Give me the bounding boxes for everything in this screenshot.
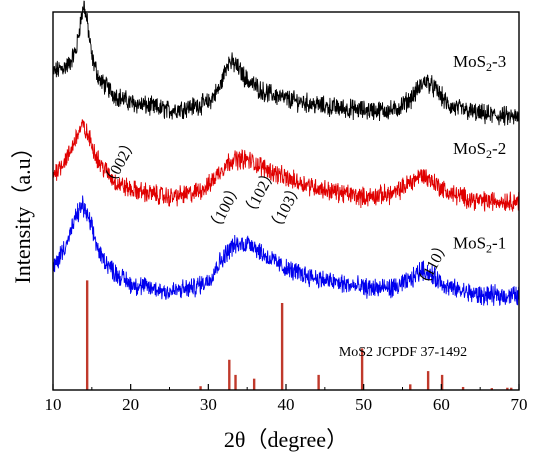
x-tick-label: 30 (200, 395, 217, 414)
x-axis-ticks: 10 20 30 40 50 60 70 (45, 384, 528, 414)
series-line-3 (52, 195, 520, 307)
series-line-2 (52, 119, 520, 212)
series-label: MoS2-2 (453, 139, 506, 161)
x-tick-label: 40 (278, 395, 295, 414)
x-tick-label: 10 (45, 395, 62, 414)
series-label: MoS2-1 (453, 233, 506, 255)
series-label: MoS2-3 (453, 52, 506, 74)
x-tick-label: 70 (511, 395, 528, 414)
x-axis-title: 2θ（degree） (224, 427, 348, 452)
x-tick-label: 60 (433, 395, 450, 414)
x-tick-label: 20 (122, 395, 139, 414)
reference-label: MoS2 JCPDF 37-1492 (339, 345, 467, 360)
series-line-1 (52, 0, 520, 126)
plot-content: MoS2 JCPDF 37-1492MoS2-3MoS2-2MoS2-1（002… (52, 0, 520, 390)
y-axis-title: Intensity（a.u） (10, 136, 35, 283)
x-tick-label: 50 (355, 395, 372, 414)
